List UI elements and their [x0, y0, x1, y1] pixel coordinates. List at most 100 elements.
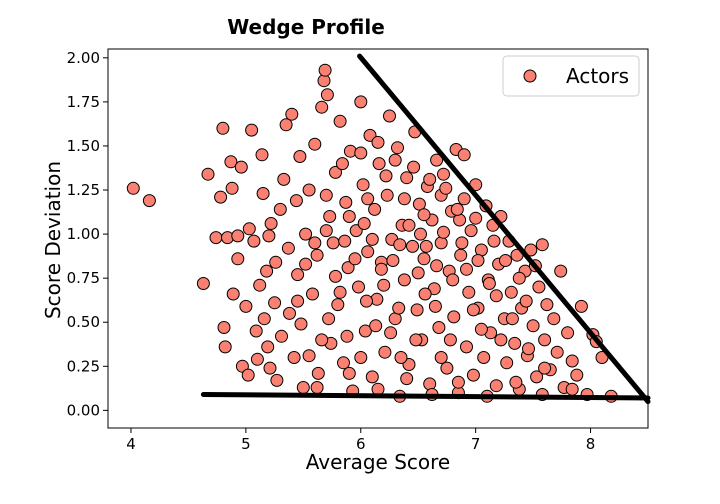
- data-point: [400, 372, 414, 386]
- data-point: [397, 192, 411, 206]
- data-point: [524, 243, 538, 257]
- data-point: [388, 153, 402, 167]
- data-point: [209, 231, 223, 245]
- data-point: [434, 236, 448, 250]
- data-point: [242, 222, 256, 236]
- y-tick-label: 2.00: [67, 49, 100, 67]
- data-point: [505, 312, 519, 326]
- data-point: [340, 329, 354, 343]
- y-axis: 0.00 0.25 0.50 0.75 1.00 1.25 1.50 1.75 2.00: [67, 49, 108, 419]
- data-point: [360, 294, 373, 308]
- data-point: [509, 375, 523, 389]
- data-point: [440, 361, 454, 375]
- data-point: [417, 252, 431, 266]
- data-point: [253, 278, 267, 292]
- data-point: [443, 333, 457, 347]
- data-point: [384, 326, 398, 340]
- x-axis-label: Average Score: [306, 450, 451, 474]
- data-point: [308, 236, 322, 250]
- data-point: [231, 229, 245, 243]
- data-point: [462, 285, 476, 299]
- data-point: [538, 333, 552, 347]
- data-point: [273, 202, 287, 216]
- data-point: [383, 109, 396, 123]
- data-point: [419, 239, 433, 253]
- data-point: [302, 183, 316, 197]
- data-point: [255, 148, 269, 162]
- chart-title: Wedge Profile: [227, 15, 385, 39]
- data-point: [554, 264, 568, 278]
- data-point: [319, 188, 333, 202]
- data-point: [453, 213, 467, 227]
- data-point: [428, 299, 442, 313]
- data-point: [466, 368, 480, 382]
- data-point: [437, 225, 450, 239]
- data-point: [256, 187, 270, 200]
- data-point: [201, 167, 215, 181]
- data-point: [308, 137, 322, 151]
- data-point: [368, 202, 382, 216]
- data-point: [407, 160, 421, 174]
- data-point: [418, 287, 432, 301]
- data-point: [460, 340, 473, 354]
- data-point: [460, 262, 473, 276]
- x-tick-label: 7: [471, 435, 481, 453]
- data-point: [391, 141, 404, 155]
- data-point: [409, 333, 423, 347]
- data-point: [354, 351, 368, 364]
- data-point: [342, 210, 356, 223]
- data-point: [379, 169, 393, 183]
- data-point: [361, 245, 375, 259]
- data-point: [358, 324, 372, 338]
- data-point: [329, 165, 342, 179]
- data-point: [508, 336, 522, 350]
- data-point: [454, 248, 468, 262]
- data-point: [446, 273, 460, 287]
- data-point: [315, 100, 329, 114]
- data-point: [455, 236, 469, 250]
- boundary-lines: [200, 53, 651, 405]
- data-point: [277, 172, 291, 186]
- data-point: [302, 349, 316, 363]
- data-point: [432, 321, 446, 334]
- data-point: [318, 63, 332, 77]
- data-point: [269, 255, 283, 269]
- legend-box: [502, 55, 640, 97]
- data-point: [561, 326, 575, 340]
- data-point: [365, 232, 379, 246]
- boundary-line: [357, 53, 651, 405]
- x-tick-label: 6: [356, 435, 366, 453]
- data-point: [417, 208, 431, 222]
- data-point: [423, 172, 437, 186]
- data-point: [547, 312, 561, 326]
- data-point: [341, 261, 355, 275]
- data-point: [218, 340, 232, 354]
- data-point: [239, 299, 253, 313]
- data-point: [224, 155, 238, 169]
- data-point: [504, 285, 518, 299]
- data-point: [499, 254, 512, 267]
- data-point: [354, 146, 368, 160]
- legend-marker: [523, 69, 537, 83]
- data-point: [249, 324, 263, 338]
- data-point: [489, 289, 503, 303]
- points-layer: [126, 63, 618, 403]
- data-point: [394, 351, 408, 364]
- data-point: [291, 294, 305, 308]
- x-tick-label: 5: [241, 435, 251, 453]
- data-point: [322, 312, 336, 326]
- data-point: [126, 181, 140, 195]
- data-point: [275, 329, 288, 343]
- y-tick-label: 0.50: [67, 313, 100, 331]
- data-point: [402, 218, 416, 232]
- x-tick-label: 4: [126, 435, 136, 453]
- y-tick-label: 0.00: [67, 401, 100, 419]
- data-point: [372, 157, 386, 171]
- data-point: [319, 224, 333, 238]
- data-point: [311, 366, 325, 380]
- data-point: [369, 319, 383, 333]
- data-point: [489, 379, 503, 393]
- data-point: [142, 194, 156, 208]
- data-point: [333, 285, 347, 299]
- data-point: [464, 224, 478, 238]
